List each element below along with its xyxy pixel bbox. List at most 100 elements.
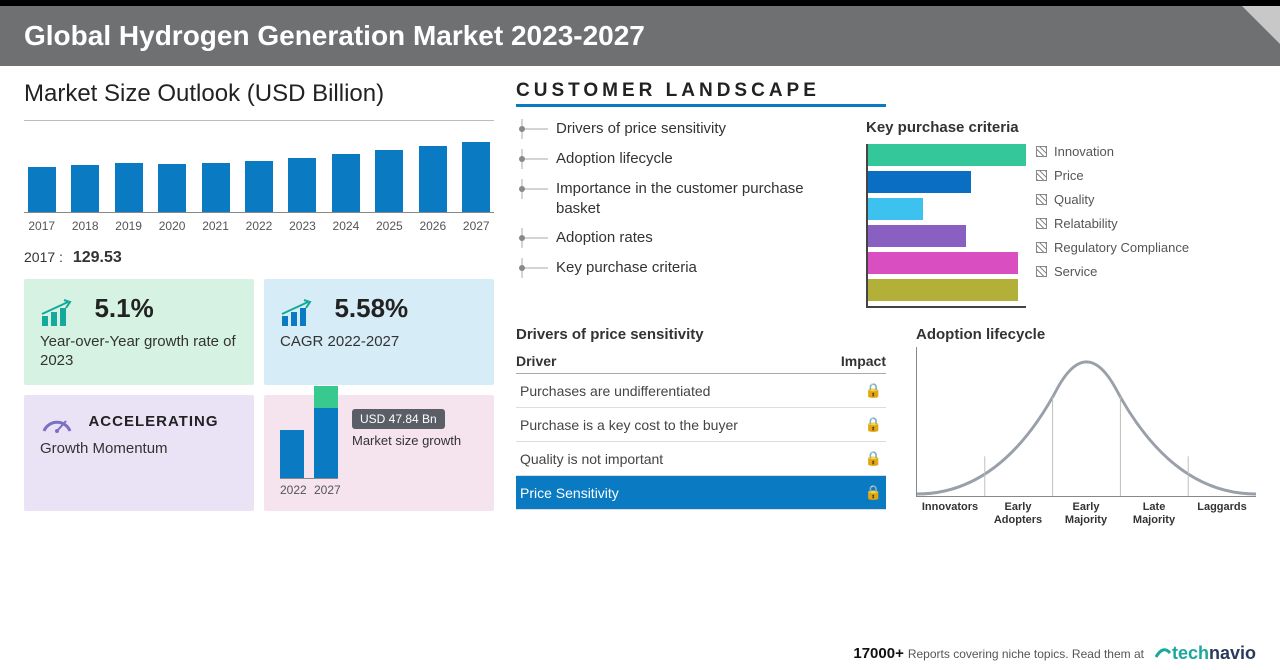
landscape-item: Adoption rates	[516, 228, 836, 248]
cagr-card: 5.58% CAGR 2022-2027	[264, 279, 494, 385]
landscape-item-text: Adoption rates	[556, 228, 653, 248]
kpc-bar	[868, 198, 923, 220]
momentum-value: ACCELERATING	[88, 413, 218, 430]
divider	[24, 120, 494, 121]
bar-year-label: 2026	[415, 219, 450, 233]
driver-text: Purchase is a key cost to the buyer	[520, 417, 865, 433]
bar-col	[415, 146, 450, 212]
bar	[419, 146, 447, 212]
adoption-stage-labels: InnovatorsEarlyAdoptersEarlyMajorityLate…	[916, 501, 1256, 527]
kpc-legend-item: Service	[1036, 264, 1189, 279]
bar-col	[67, 165, 102, 212]
driver-col-head: Driver	[516, 353, 841, 369]
bar-year-label: 2020	[154, 219, 189, 233]
corner-fold-icon	[1242, 6, 1280, 44]
gauge-icon	[40, 409, 74, 435]
lock-icon: 🔒	[865, 450, 882, 467]
mini-bar	[314, 408, 338, 478]
drivers-title: Drivers of price sensitivity	[516, 326, 886, 343]
bar-col	[24, 167, 59, 212]
drivers-table: Drivers of price sensitivity Driver Impa…	[516, 326, 886, 527]
driver-text: Quality is not important	[520, 451, 865, 467]
momentum-label: Growth Momentum	[40, 439, 238, 459]
kpc-legend-item: Regulatory Compliance	[1036, 240, 1189, 255]
base-year-number: 129.53	[73, 249, 122, 266]
landscape-item-list: Drivers of price sensitivity Adoption lif…	[516, 119, 836, 308]
bar-col	[459, 142, 494, 212]
legend-swatch-icon	[1036, 194, 1047, 205]
kpc-legend-item: Price	[1036, 168, 1189, 183]
legend-label: Quality	[1054, 192, 1094, 207]
bar	[71, 165, 99, 212]
driver-row: Purchases are undifferentiated🔒	[516, 374, 886, 408]
landscape-item: Adoption lifecycle	[516, 149, 836, 169]
landscape-item: Drivers of price sensitivity	[516, 119, 836, 139]
metric-cards: 5.1% Year-over-Year growth rate of 2023 …	[24, 279, 494, 511]
page-title: Global Hydrogen Generation Market 2023-2…	[24, 20, 1256, 52]
title-underline	[516, 104, 886, 107]
bar-year-label: 2018	[67, 219, 102, 233]
cagr-value: 5.58%	[334, 293, 408, 323]
bar	[245, 161, 273, 212]
bar-year-label: 2017	[24, 219, 59, 233]
legend-swatch-icon	[1036, 242, 1047, 253]
legend-label: Innovation	[1054, 144, 1114, 159]
driver-text: Price Sensitivity	[520, 485, 865, 501]
report-count: 17000+	[853, 645, 903, 662]
market-size-title: Market Size Outlook (USD Billion)	[24, 80, 494, 108]
bar-col	[372, 150, 407, 212]
technavio-logo: technavio	[1154, 643, 1256, 664]
mini-bar-col	[280, 430, 304, 478]
bar-year-label: 2022	[241, 219, 276, 233]
bar	[332, 154, 360, 212]
growth-card: 20222027 USD 47.84 Bn Market size growth	[264, 395, 494, 511]
kpc-legend-item: Relatability	[1036, 216, 1189, 231]
landscape-item: Importance in the customer purchase bask…	[516, 179, 836, 218]
bar	[28, 167, 56, 212]
market-size-barchart	[24, 133, 494, 213]
mini-bar-label: 2022	[280, 483, 304, 497]
driver-row: Quality is not important🔒	[516, 442, 886, 476]
legend-label: Regulatory Compliance	[1054, 240, 1189, 255]
legend-label: Service	[1054, 264, 1097, 279]
bar	[462, 142, 490, 212]
yoy-value: 5.1%	[94, 293, 153, 323]
legend-label: Relatability	[1054, 216, 1118, 231]
landscape-item-text: Key purchase criteria	[556, 258, 697, 278]
logo-swoosh-icon	[1154, 643, 1172, 661]
tick-connector-icon	[516, 119, 556, 139]
tick-connector-icon	[516, 258, 556, 278]
driver-text: Purchases are undifferentiated	[520, 383, 865, 399]
growth-chart-icon	[280, 298, 320, 328]
kpc-title: Key purchase criteria	[866, 119, 1256, 136]
mini-bar-label: 2027	[314, 483, 338, 497]
kpc-bar	[868, 252, 1018, 274]
bar-year-label: 2021	[198, 219, 233, 233]
legend-label: Price	[1054, 168, 1084, 183]
growth-label: Market size growth	[352, 433, 461, 448]
footer: 17000+ Reports covering niche topics. Re…	[853, 643, 1256, 664]
bar-col	[198, 163, 233, 212]
kpc-legend-item: Quality	[1036, 192, 1189, 207]
bar-col	[241, 161, 276, 212]
legend-swatch-icon	[1036, 218, 1047, 229]
bar-year-labels: 2017201820192020202120222023202420252026…	[24, 219, 494, 233]
header-bar: Global Hydrogen Generation Market 2023-2…	[0, 0, 1280, 66]
bar-year-label: 2019	[111, 219, 146, 233]
kpc-bar	[868, 144, 1026, 166]
key-purchase-criteria: Key purchase criteria Innovation Price Qua…	[866, 119, 1256, 308]
bar	[288, 158, 316, 212]
bar-col	[111, 163, 146, 212]
bar	[115, 163, 143, 212]
legend-swatch-icon	[1036, 266, 1047, 277]
adoption-stage-label: Laggards	[1188, 501, 1256, 527]
tick-connector-icon	[516, 228, 556, 248]
right-column: CUSTOMER LANDSCAPE Drivers of price sens…	[516, 80, 1256, 527]
mini-bar-top	[314, 386, 338, 408]
adoption-stage-label: Innovators	[916, 501, 984, 527]
driver-row: Purchase is a key cost to the buyer🔒	[516, 408, 886, 442]
bar-year-label: 2023	[285, 219, 320, 233]
bar-year-label: 2027	[459, 219, 494, 233]
kpc-legend: Innovation Price Quality Relatability Regula…	[1036, 144, 1189, 308]
mini-bar-col	[314, 386, 338, 478]
